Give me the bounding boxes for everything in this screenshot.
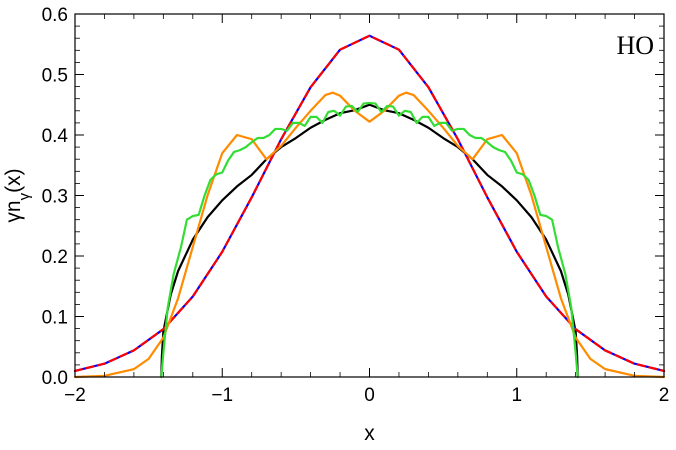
- series-line-3: [73, 91, 666, 379]
- y-tick-label: 0.4: [42, 126, 69, 147]
- y-axis-label: γnγ(x): [2, 168, 33, 222]
- x-tick-label: 0: [364, 385, 375, 406]
- series-line-4: [160, 101, 579, 379]
- y-tick-label: 0.6: [42, 5, 68, 26]
- x-tick-label: 2: [659, 385, 670, 406]
- chart-annotation: HO: [616, 31, 654, 60]
- series-line-2: [73, 34, 666, 373]
- series-line-1: [73, 34, 666, 373]
- plot-frame: [74, 13, 665, 378]
- y-tick-label: 0.2: [42, 247, 68, 268]
- ticks-layer: −2 −1 0 1 2 0.0 0.1 0.2 0.3 0.4 0.5 0.6: [42, 5, 670, 406]
- y-tick-label: 0.1: [42, 308, 68, 329]
- y-tick-label: 0.3: [42, 187, 68, 208]
- y-tick-label: 0.5: [42, 66, 68, 87]
- y-tick-label: 0.0: [42, 368, 68, 389]
- series-layer: [73, 34, 666, 379]
- x-tick-label: −1: [211, 385, 233, 406]
- x-tick-label: 1: [511, 385, 522, 406]
- x-tick-label: −2: [64, 385, 86, 406]
- series-line-0: [160, 103, 579, 379]
- x-axis-label: x: [364, 422, 375, 445]
